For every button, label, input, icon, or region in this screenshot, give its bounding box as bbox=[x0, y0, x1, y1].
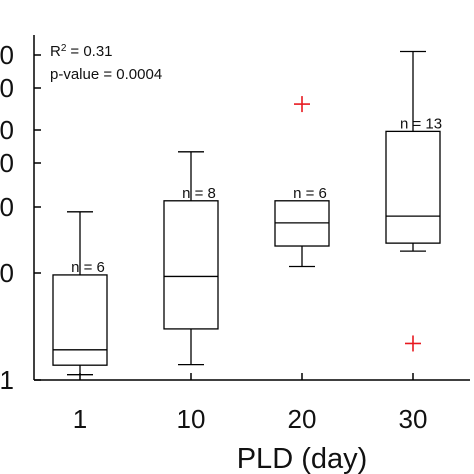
box-group: n = 13 bbox=[385, 50, 442, 352]
y-tick-label: 1 bbox=[0, 365, 14, 395]
y-tick-label: 0 bbox=[0, 115, 14, 145]
plot-area: n = 6 n = 8 n = 6 n = 13 bbox=[52, 50, 442, 376]
x-axis-title: PLD (day) bbox=[237, 443, 368, 474]
box-iqr bbox=[52, 274, 108, 366]
x-tick-label: 10 bbox=[177, 404, 206, 434]
r-squared-label: R2 = 0.31 bbox=[50, 43, 113, 61]
x-tick-label: 20 bbox=[288, 404, 317, 434]
x-tick-label: 1 bbox=[73, 404, 87, 434]
n-count-label: n = 8 bbox=[182, 185, 216, 202]
p-value-label: p-value = 0.0004 bbox=[50, 66, 162, 83]
x-tick-label: 30 bbox=[399, 404, 428, 434]
box-group: n = 8 bbox=[163, 151, 219, 366]
box-group: n = 6 bbox=[274, 96, 330, 268]
box-group: n = 6 bbox=[52, 211, 108, 376]
y-tick-label: 0 bbox=[0, 73, 14, 103]
y-tick-label: 0 bbox=[0, 40, 14, 70]
box-iqr bbox=[163, 200, 219, 330]
n-count-label: n = 6 bbox=[71, 259, 105, 276]
box-iqr bbox=[385, 130, 441, 244]
stats-annotation: R2 = 0.31 p-value = 0.0004 bbox=[50, 43, 162, 84]
y-tick-label: 0 bbox=[0, 192, 14, 222]
y-tick-label: 0 bbox=[0, 258, 14, 288]
n-count-label: n = 6 bbox=[293, 185, 327, 202]
n-count-label: n = 13 bbox=[400, 115, 442, 132]
y-tick-label: 0 bbox=[0, 148, 14, 178]
